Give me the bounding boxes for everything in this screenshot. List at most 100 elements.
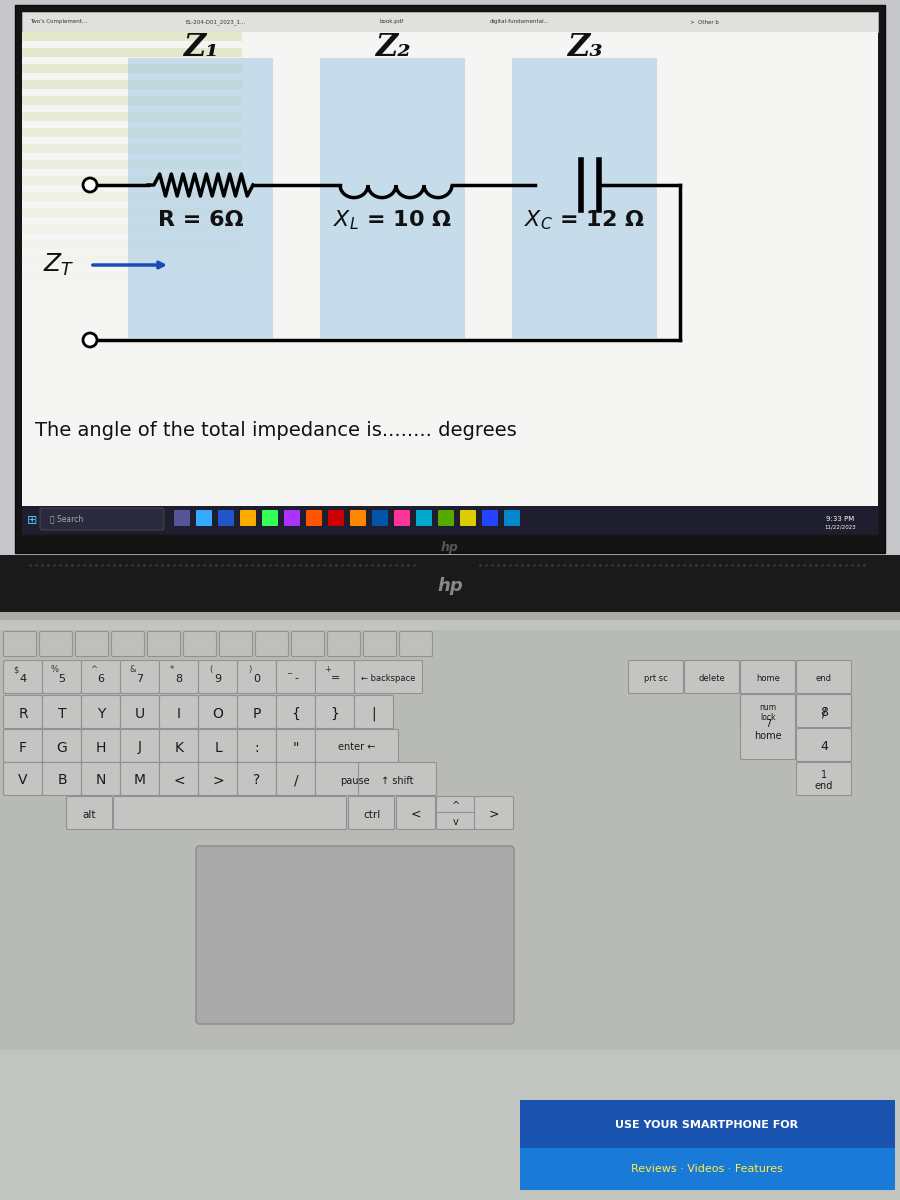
Text: P: P [253,707,261,720]
Bar [7,635,37,658]
Text: -: - [294,673,298,684]
FancyBboxPatch shape [262,510,278,526]
Bar [520,1100,895,1190]
Bar [632,664,684,694]
Bar [440,800,476,814]
FancyBboxPatch shape [159,730,199,762]
Text: >: > [489,808,500,821]
FancyBboxPatch shape [174,510,190,526]
FancyBboxPatch shape [350,510,366,526]
Bar [22,102,222,110]
Text: 7
home: 7 home [754,719,782,740]
Bar [22,12,878,534]
Bar [46,733,82,763]
Text: <: < [173,774,184,787]
Bar [520,1148,895,1190]
FancyBboxPatch shape [199,696,238,728]
FancyBboxPatch shape [741,695,796,760]
Bar [403,635,433,658]
FancyBboxPatch shape [276,730,316,762]
Bar [22,46,222,54]
Text: 9:33 PM: 9:33 PM [826,516,854,522]
Text: U: U [135,707,145,720]
Bar [7,766,43,796]
Bar [22,228,222,236]
Text: end: end [816,674,832,683]
Text: :: : [255,740,259,755]
Bar [295,635,325,658]
FancyBboxPatch shape [4,660,42,694]
FancyBboxPatch shape [196,846,514,1024]
Bar [124,698,160,728]
Text: pause: pause [339,775,369,786]
FancyBboxPatch shape [482,510,498,526]
Text: book.pdf: book.pdf [380,19,404,24]
Bar [241,733,277,763]
FancyBboxPatch shape [438,510,454,526]
Bar [22,144,242,152]
Bar [22,160,242,169]
Bar [22,144,222,152]
FancyBboxPatch shape [796,660,851,694]
FancyBboxPatch shape [4,762,42,796]
Text: 8: 8 [176,673,183,684]
Text: ): ) [248,665,251,674]
Bar [117,800,347,830]
Bar [22,224,242,233]
Bar [202,698,238,728]
Bar [241,698,277,728]
FancyBboxPatch shape [474,797,514,829]
FancyBboxPatch shape [40,631,73,656]
Bar [319,698,355,728]
Text: Y: Y [97,707,105,720]
Text: 9: 9 [214,673,221,684]
Bar [22,112,242,121]
Bar [46,698,82,728]
FancyBboxPatch shape [276,696,316,728]
Bar [151,635,181,658]
FancyBboxPatch shape [121,730,159,762]
Bar [85,698,121,728]
Bar [241,766,277,796]
FancyBboxPatch shape [199,730,238,762]
Text: >  Other b: > Other b [690,19,719,24]
Bar [22,128,242,137]
Bar [202,664,238,694]
Bar [7,698,43,728]
Text: 7: 7 [137,673,144,684]
Text: 8: 8 [820,706,828,719]
Text: L: L [214,740,222,755]
Text: ^: ^ [90,665,97,674]
Bar [22,192,242,200]
Bar [800,664,852,694]
FancyBboxPatch shape [82,762,121,796]
Bar [440,816,476,830]
FancyBboxPatch shape [276,762,316,796]
Bar [79,635,109,658]
FancyBboxPatch shape [364,631,397,656]
Bar [22,64,242,73]
Text: ^: ^ [452,800,460,811]
Text: M: M [134,774,146,787]
Bar [7,664,43,694]
Bar [124,733,160,763]
Bar [280,766,316,796]
FancyBboxPatch shape [238,762,276,796]
Text: EL-204-D01_2023_1...: EL-204-D01_2023_1... [185,19,245,25]
Text: %: % [50,665,58,674]
Circle shape [83,178,97,192]
FancyBboxPatch shape [42,660,82,694]
Text: 5: 5 [58,673,66,684]
Bar [362,766,437,796]
Bar [358,664,423,694]
FancyBboxPatch shape [276,660,316,694]
FancyBboxPatch shape [284,510,300,526]
Bar [400,800,436,830]
Bar [22,172,222,180]
Text: R: R [18,707,28,720]
Bar [358,698,394,728]
Bar [22,200,222,208]
FancyBboxPatch shape [4,696,42,728]
Text: Two's Complement...: Two's Complement... [30,19,87,24]
Bar [22,32,222,40]
